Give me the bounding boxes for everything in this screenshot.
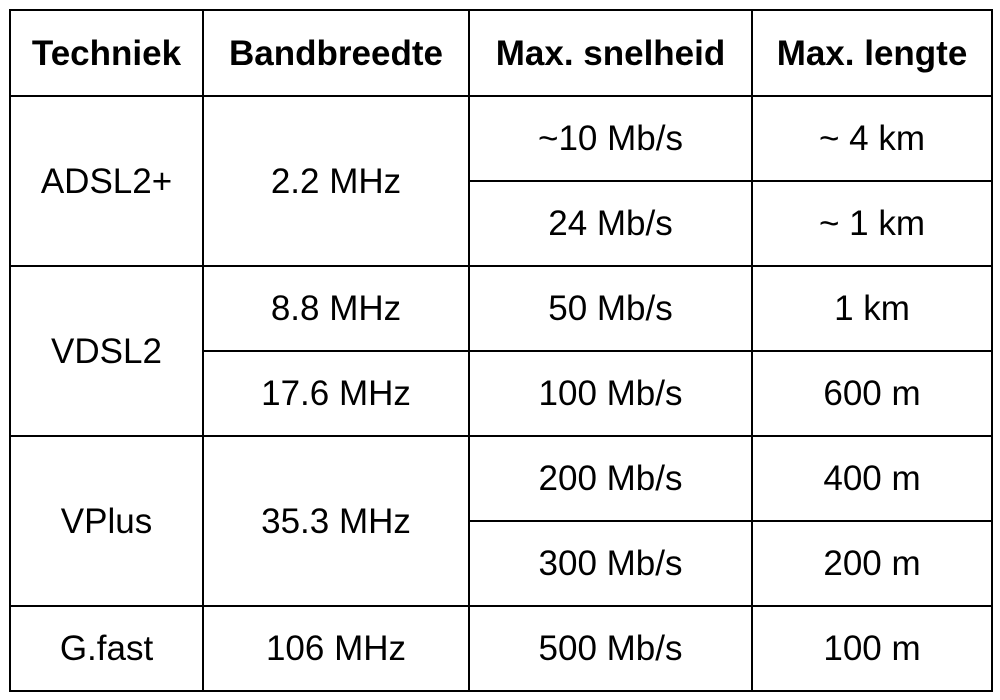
length-cell: 200 m	[751, 520, 993, 607]
table-container: Techniek Bandbreedte Max. snelheid Max. …	[9, 9, 993, 692]
length-cell: ~ 1 km	[751, 180, 993, 267]
length-cell: 1 km	[751, 265, 993, 352]
technique-cell-adsl2plus: ADSL2+	[9, 95, 204, 267]
speed-cell: 500 Mb/s	[468, 605, 753, 692]
bandwidth-cell: 2.2 MHz	[202, 95, 470, 267]
technique-cell-vplus: VPlus	[9, 435, 204, 607]
table-row: 300 Mb/s 200 m	[10, 520, 993, 607]
bandwidth-cell: 106 MHz	[202, 605, 470, 692]
length-cell: 600 m	[751, 350, 993, 437]
technique-cell-vdsl2: VDSL2	[9, 265, 204, 437]
header-max-lengte: Max. lengte	[751, 9, 993, 97]
dsl-comparison-table: Techniek Bandbreedte Max. snelheid Max. …	[9, 9, 993, 692]
bandwidth-cell: 35.3 MHz	[202, 435, 470, 607]
table-row: VDSL2 8.8 MHz 50 Mb/s 1 km	[9, 265, 993, 437]
header-max-snelheid: Max. snelheid	[468, 9, 753, 97]
table-row: ADSL2+ 2.2 MHz ~10 Mb/s ~ 4 km	[9, 95, 993, 267]
speed-cell: 300 Mb/s	[468, 520, 753, 607]
speed-cell: 50 Mb/s	[468, 265, 753, 352]
length-cell: ~ 4 km	[751, 95, 993, 182]
table-row: G.fast 106 MHz 500 Mb/s 100 m	[9, 605, 993, 692]
header-bandbreedte: Bandbreedte	[202, 9, 470, 97]
speed-cell: ~10 Mb/s	[468, 95, 753, 182]
length-cell: 100 m	[751, 605, 993, 692]
bandwidth-cell: 8.8 MHz	[202, 265, 470, 352]
bandwidth-cell: 17.6 MHz	[202, 350, 470, 437]
length-cell: 400 m	[751, 435, 993, 522]
speed-cell: 24 Mb/s	[468, 180, 753, 267]
technique-cell-gfast: G.fast	[9, 605, 204, 692]
table-row: 24 Mb/s ~ 1 km	[10, 180, 993, 267]
table-row: VPlus 35.3 MHz 200 Mb/s 400 m	[9, 435, 993, 607]
header-row: Techniek Bandbreedte Max. snelheid Max. …	[9, 9, 993, 97]
speed-cell: 100 Mb/s	[468, 350, 753, 437]
speed-cell: 200 Mb/s	[468, 435, 753, 522]
table-row: 17.6 MHz 100 Mb/s 600 m	[10, 350, 993, 437]
header-techniek: Techniek	[9, 9, 204, 97]
